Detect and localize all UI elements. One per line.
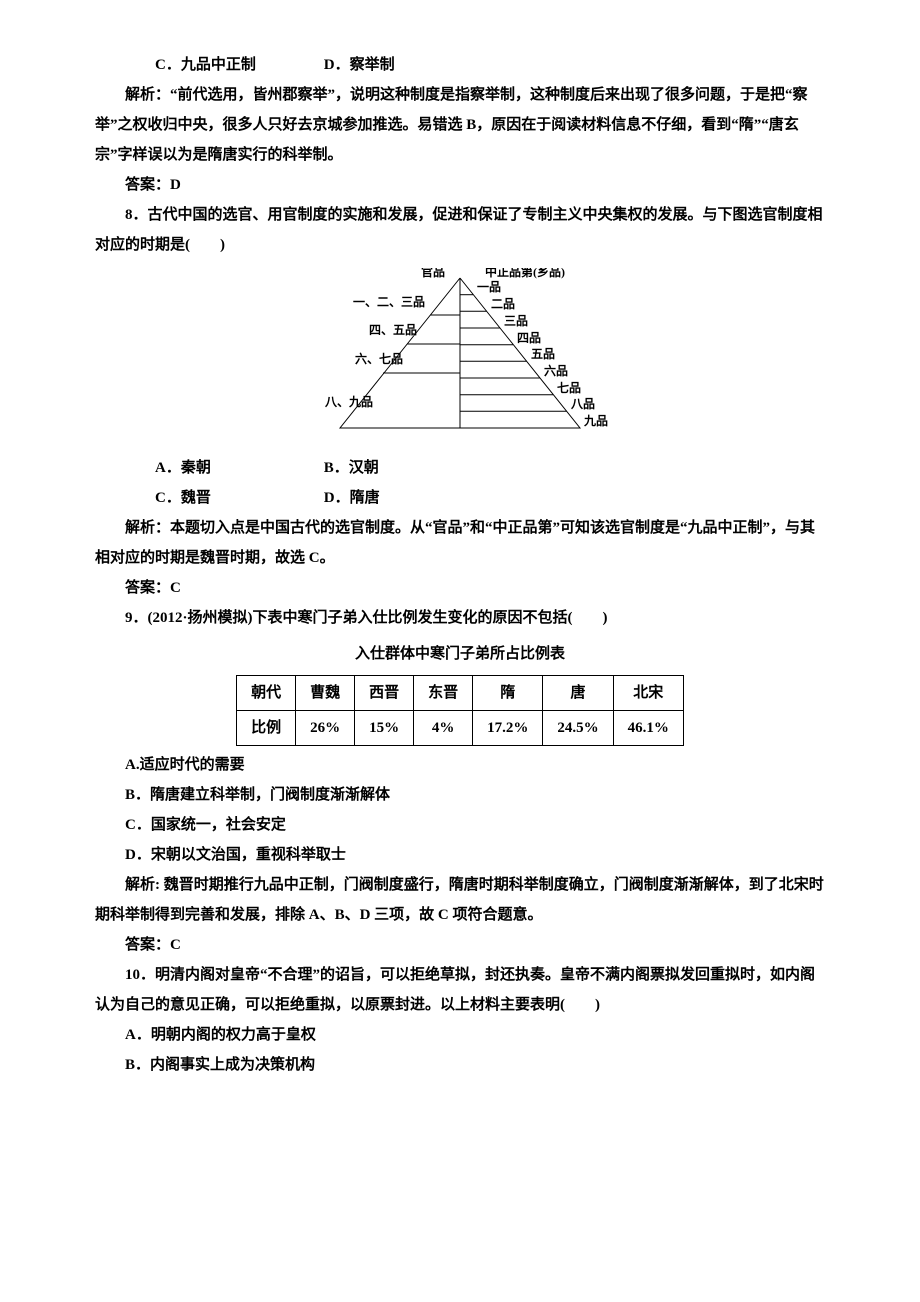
q7-options-cd: C．九品中正制 D．察举制 bbox=[95, 50, 825, 80]
pyr-l0: 一、二、三品 bbox=[353, 295, 425, 309]
th-3: 东晋 bbox=[414, 676, 473, 711]
q8-answer: 答案：C bbox=[95, 573, 825, 603]
cell-1: 15% bbox=[355, 711, 414, 746]
th-4: 隋 bbox=[473, 676, 543, 711]
q9-stem: 9．(2012·扬州模拟)下表中寒门子弟入仕比例发生变化的原因不包括( ) bbox=[95, 603, 825, 633]
pyr-r0: 一品 bbox=[477, 280, 501, 294]
q8-analysis: 解析：本题切入点是中国古代的选官制度。从“官品”和“中正品第”可知该选官制度是“… bbox=[95, 513, 825, 573]
table-row: 朝代 曹魏 西晋 东晋 隋 唐 北宋 bbox=[237, 676, 684, 711]
pyr-r5: 六品 bbox=[544, 363, 568, 378]
q8-options-cd: C．魏晋 D．隋唐 bbox=[95, 483, 825, 513]
q8-pyramid-figure: 官品 中正品第(乡品) 一、二、三品 四、五品 六、七品 八、九品 一品 二品 … bbox=[95, 268, 825, 449]
q9-option-b: B．隋唐建立科举制，门阀制度渐渐解体 bbox=[95, 780, 825, 810]
th-1: 曹魏 bbox=[296, 676, 355, 711]
cell-0: 26% bbox=[296, 711, 355, 746]
pyr-r6: 七品 bbox=[557, 381, 581, 395]
q9-table-title: 入仕群体中寒门子弟所占比例表 bbox=[95, 639, 825, 669]
pyr-right-title: 中正品第(乡品) bbox=[485, 268, 565, 279]
q9-answer: 答案：C bbox=[95, 930, 825, 960]
q7-analysis: 解析：“前代选用，皆州郡察举”，说明这种制度是指察举制，这种制度后来出现了很多问… bbox=[95, 80, 825, 170]
q8-option-c: C．魏晋 bbox=[125, 483, 320, 513]
q8-option-a: A．秦朝 bbox=[125, 453, 320, 483]
pyr-l1: 四、五品 bbox=[369, 323, 417, 337]
th-5: 唐 bbox=[543, 676, 613, 711]
q9-option-a: A.适应时代的需要 bbox=[95, 750, 825, 780]
pyramid-svg: 官品 中正品第(乡品) 一、二、三品 四、五品 六、七品 八、九品 一品 二品 … bbox=[295, 268, 625, 438]
pyr-r2: 三品 bbox=[504, 314, 528, 328]
pyr-left-title: 官品 bbox=[421, 268, 445, 279]
cell-3: 17.2% bbox=[473, 711, 543, 746]
pyr-r1: 二品 bbox=[491, 297, 515, 311]
q10-option-a: A．明朝内阁的权力高于皇权 bbox=[95, 1020, 825, 1050]
pyr-r7: 八品 bbox=[570, 397, 595, 411]
pyr-r3: 四品 bbox=[517, 331, 541, 345]
table-row: 比例 26% 15% 4% 17.2% 24.5% 46.1% bbox=[237, 711, 684, 746]
q9-analysis: 解析: 魏晋时期推行九品中正制，门阀制度盛行，隋唐时期科举制度确立，门阀制度渐渐… bbox=[95, 870, 825, 930]
q7-option-d: D．察举制 bbox=[324, 57, 395, 73]
pyr-r4: 五品 bbox=[531, 347, 555, 361]
pyr-r8: 九品 bbox=[583, 413, 608, 428]
q10-stem: 10．明清内阁对皇帝“不合理”的诏旨，可以拒绝草拟，封还执奏。皇帝不满内阁票拟发… bbox=[95, 960, 825, 1020]
pyr-l2: 六、七品 bbox=[355, 351, 403, 366]
row-label: 比例 bbox=[237, 711, 296, 746]
cell-4: 24.5% bbox=[543, 711, 613, 746]
q9-option-d: D．宋朝以文治国，重视科举取士 bbox=[95, 840, 825, 870]
q10-option-b: B．内阁事实上成为决策机构 bbox=[95, 1050, 825, 1080]
cell-5: 46.1% bbox=[613, 711, 683, 746]
q8-stem: 8．古代中国的选官、用官制度的实施和发展，促进和保证了专制主义中央集权的发展。与… bbox=[95, 200, 825, 260]
q9-option-c: C．国家统一，社会安定 bbox=[95, 810, 825, 840]
th-2: 西晋 bbox=[355, 676, 414, 711]
q9-table: 朝代 曹魏 西晋 东晋 隋 唐 北宋 比例 26% 15% 4% 17.2% 2… bbox=[236, 675, 684, 746]
q7-answer: 答案：D bbox=[95, 170, 825, 200]
th-6: 北宋 bbox=[613, 676, 683, 711]
q7-option-c: C．九品中正制 bbox=[125, 50, 320, 80]
pyr-l3: 八、九品 bbox=[324, 394, 373, 409]
cell-2: 4% bbox=[414, 711, 473, 746]
th-0: 朝代 bbox=[237, 676, 296, 711]
q8-option-b: B．汉朝 bbox=[324, 460, 379, 476]
q8-option-d: D．隋唐 bbox=[324, 490, 380, 506]
q8-options-ab: A．秦朝 B．汉朝 bbox=[95, 453, 825, 483]
